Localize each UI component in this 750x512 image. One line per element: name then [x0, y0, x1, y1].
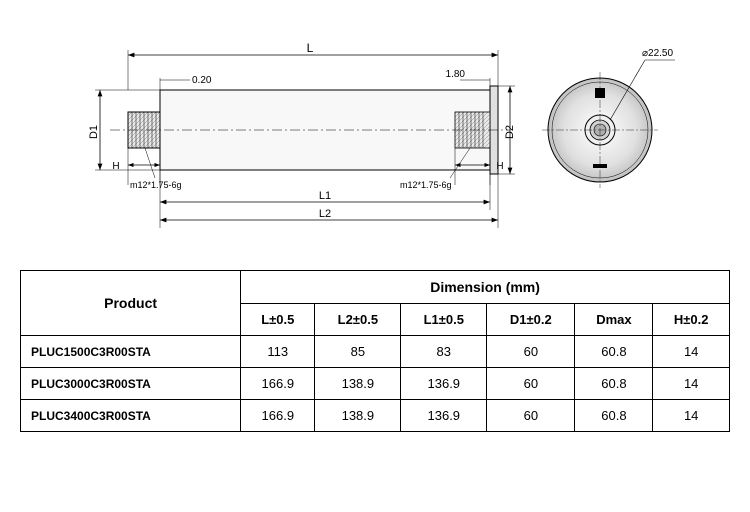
cell: 136.9 [401, 400, 487, 432]
header-dimension: Dimension (mm) [241, 271, 730, 304]
col-L2: L2±0.5 [315, 304, 401, 336]
cell: 136.9 [401, 368, 487, 400]
product-name: PLUC3000C3R00STA [21, 368, 241, 400]
cell: 60 [487, 368, 575, 400]
label-180: 1.80 [446, 69, 466, 80]
col-Dmax: Dmax [575, 304, 653, 336]
col-L: L±0.5 [241, 304, 315, 336]
cell: 166.9 [241, 368, 315, 400]
label-D2: D2 [504, 125, 516, 139]
product-name: PLUC1500C3R00STA [21, 336, 241, 368]
cell: 138.9 [315, 368, 401, 400]
label-020: 0.20 [192, 75, 212, 86]
cell: 60.8 [575, 400, 653, 432]
cell: 14 [653, 368, 730, 400]
col-H: H±0.2 [653, 304, 730, 336]
cell: 85 [315, 336, 401, 368]
label-H-right: H [496, 161, 503, 172]
dimension-table: Product Dimension (mm) L±0.5 L2±0.5 L1±0… [20, 270, 730, 432]
cell: 60 [487, 400, 575, 432]
label-thread-right: m12*1.75-6g [400, 180, 452, 190]
table-row: PLUC1500C3R00STA 113 85 83 60 60.8 14 [21, 336, 730, 368]
cell: 166.9 [241, 400, 315, 432]
cell: 60.8 [575, 368, 653, 400]
label-dia2250: ⌀22.50 [642, 48, 673, 59]
cell: 14 [653, 400, 730, 432]
cell: 60.8 [575, 336, 653, 368]
col-D1: D1±0.2 [487, 304, 575, 336]
product-name: PLUC3400C3R00STA [21, 400, 241, 432]
cell: 113 [241, 336, 315, 368]
label-L2: L2 [319, 208, 331, 220]
label-thread-left: m12*1.75-6g [130, 180, 182, 190]
cell: 14 [653, 336, 730, 368]
cell: 138.9 [315, 400, 401, 432]
label-L: L [307, 41, 314, 55]
table-header-row-1: Product Dimension (mm) [21, 271, 730, 304]
table-row: PLUC3400C3R00STA 166.9 138.9 136.9 60 60… [21, 400, 730, 432]
label-H-left: H [112, 161, 119, 172]
cell: 60 [487, 336, 575, 368]
table-row: PLUC3000C3R00STA 166.9 138.9 136.9 60 60… [21, 368, 730, 400]
header-product: Product [21, 271, 241, 336]
label-D1: D1 [88, 125, 100, 139]
cell: 83 [401, 336, 487, 368]
col-L1: L1±0.5 [401, 304, 487, 336]
label-L1: L1 [319, 190, 331, 202]
technical-drawing: L 0.20 1.80 D1 D2 H H m12*1.75-6g [20, 20, 730, 240]
